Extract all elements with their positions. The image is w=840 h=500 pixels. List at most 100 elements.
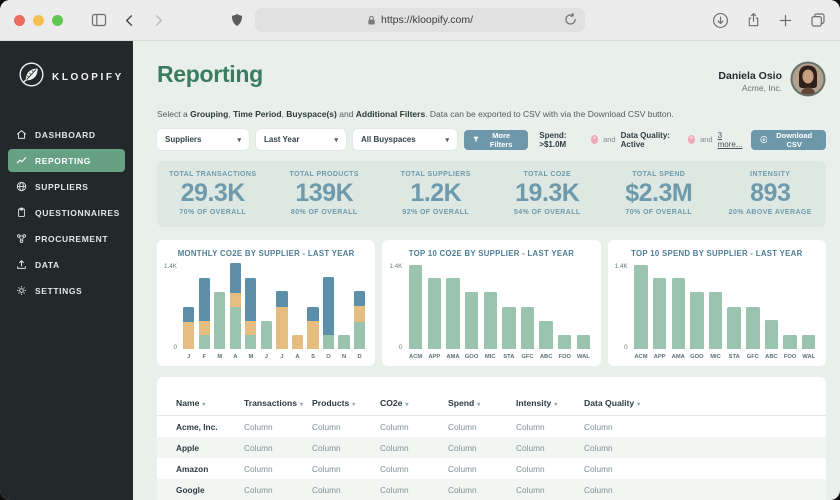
- chart-bar[interactable]: [243, 265, 259, 349]
- chart-bar[interactable]: [500, 265, 519, 349]
- sidebar-item-dashboard[interactable]: DASHBOARD: [8, 123, 125, 146]
- chart-bar[interactable]: [518, 265, 537, 349]
- chart-bar[interactable]: [781, 265, 800, 349]
- chart-bar[interactable]: [197, 265, 213, 349]
- bar-stack: [690, 265, 704, 349]
- downloads-icon[interactable]: [712, 12, 729, 29]
- chart-bar[interactable]: [444, 265, 463, 349]
- x-tick-label: ACM: [409, 354, 423, 360]
- sidebar: KLOOPIFY DASHBOARD REPORTING SUPPLIERS QUES…: [0, 41, 133, 500]
- more-filters-link[interactable]: 3 more...: [717, 130, 743, 149]
- chart-bar[interactable]: [762, 265, 781, 349]
- sidebar-item-suppliers[interactable]: SUPPLIERS: [8, 175, 125, 198]
- chart-bar[interactable]: [321, 265, 337, 349]
- window-close-button[interactable]: [14, 14, 25, 26]
- chart-bar[interactable]: [274, 265, 290, 349]
- chart-bar[interactable]: [706, 265, 725, 349]
- chart-bar[interactable]: [632, 265, 651, 349]
- chart-bar[interactable]: [181, 265, 197, 349]
- row-cell: Column: [312, 463, 341, 474]
- chart-bar[interactable]: [228, 263, 244, 349]
- sort-caret-icon[interactable]: ▾: [202, 401, 206, 408]
- chart-bar[interactable]: [290, 265, 306, 349]
- remove-filter-icon[interactable]: ×: [590, 135, 599, 144]
- table-row[interactable]: Apple Column Column Column Column Column Colum…: [157, 437, 826, 458]
- column-header-data-quality[interactable]: Data Quality ▾: [584, 398, 826, 408]
- bar-segment: [427, 278, 441, 349]
- buyspaces-dropdown[interactable]: All Buyspaces ▾: [353, 129, 457, 150]
- bar-stack: [502, 265, 516, 349]
- stat-label: TOTAL PRODUCTS: [289, 171, 359, 178]
- table-row[interactable]: Google Column Column Column Column Column Colu…: [157, 479, 826, 500]
- download-csv-button[interactable]: Download CSV: [750, 129, 826, 150]
- back-icon[interactable]: [123, 14, 136, 27]
- privacy-shield-icon[interactable]: [230, 12, 244, 28]
- bar-stack: [214, 265, 226, 349]
- chart-bar[interactable]: [425, 265, 444, 349]
- sort-caret-icon[interactable]: ▾: [554, 401, 558, 408]
- chart-bar[interactable]: [212, 265, 228, 349]
- address-bar[interactable]: https://kloopify.com/: [255, 8, 585, 32]
- sidebar-item-data[interactable]: DATA: [8, 253, 125, 276]
- column-header-transactions[interactable]: Transactions ▾: [244, 398, 312, 408]
- chart-bar[interactable]: [574, 265, 593, 349]
- user-company: Acme, Inc.: [741, 83, 782, 93]
- more-filters-button[interactable]: More Filters: [464, 129, 529, 150]
- chart-bar[interactable]: [744, 265, 763, 349]
- chart-plot: [632, 265, 818, 349]
- grouping-dropdown[interactable]: Suppliers ▾: [157, 129, 249, 150]
- stat-label: TOTAL CO2E: [523, 171, 572, 178]
- column-header-name[interactable]: Name ▾: [176, 398, 244, 408]
- chart-bar[interactable]: [688, 265, 707, 349]
- forward-icon[interactable]: [152, 14, 165, 27]
- chart-bar[interactable]: [537, 265, 556, 349]
- sort-caret-icon[interactable]: ▾: [637, 401, 641, 408]
- chart-bar[interactable]: [462, 265, 481, 349]
- table-row[interactable]: Acme, Inc. Column Column Column Column Column…: [157, 416, 826, 437]
- table-row[interactable]: Amazon Column Column Column Column Column Colu…: [157, 458, 826, 479]
- avatar[interactable]: [790, 61, 826, 102]
- chart-bar[interactable]: [259, 265, 275, 349]
- bar-stack: [260, 265, 272, 349]
- column-header-intensity[interactable]: Intensity ▾: [516, 398, 584, 408]
- sidebar-item-settings[interactable]: SETTINGS: [8, 279, 125, 302]
- chart-bar[interactable]: [650, 265, 669, 349]
- remove-filter-icon[interactable]: ×: [687, 135, 696, 144]
- sort-caret-icon[interactable]: ▾: [477, 401, 481, 408]
- chart-bar[interactable]: [669, 265, 688, 349]
- chart-bar[interactable]: [406, 265, 425, 349]
- bar-stack: [322, 265, 335, 349]
- chart-bar[interactable]: [336, 265, 352, 349]
- and-label: and: [603, 135, 616, 144]
- chart-bar[interactable]: [481, 265, 500, 349]
- chart-bar[interactable]: [305, 265, 321, 349]
- reload-icon[interactable]: [563, 12, 578, 27]
- bar-segment: [229, 293, 241, 307]
- new-tab-icon[interactable]: [778, 13, 793, 28]
- stats-band: TOTAL TRANSACTIONS 29.3K 70% OF OVERALL TOT…: [157, 161, 826, 227]
- and-label: and: [700, 135, 713, 144]
- sidebar-toggle-icon[interactable]: [91, 12, 107, 28]
- share-icon[interactable]: [746, 12, 761, 28]
- time-period-dropdown[interactable]: Last Year ▾: [256, 129, 346, 150]
- column-header-co2e[interactable]: CO2e ▾: [380, 398, 448, 408]
- funnel-icon: [473, 136, 479, 142]
- chart-bar[interactable]: [555, 265, 574, 349]
- user-block[interactable]: Daniela Osio Acme, Inc.: [718, 61, 826, 102]
- sort-caret-icon[interactable]: ▾: [405, 401, 409, 408]
- table-header-row: Name ▾ Transactions ▾ Products ▾ CO2e ▾ Spend ▾ In…: [157, 390, 826, 416]
- bar-stack: [307, 265, 319, 349]
- window-minimize-button[interactable]: [33, 14, 44, 26]
- sort-caret-icon[interactable]: ▾: [352, 401, 356, 408]
- chart-bar[interactable]: [352, 265, 368, 349]
- sidebar-item-procurement[interactable]: PROCUREMENT: [8, 227, 125, 250]
- sort-caret-icon[interactable]: ▾: [300, 401, 304, 408]
- window-zoom-button[interactable]: [52, 14, 63, 26]
- sidebar-item-reporting[interactable]: REPORTING: [8, 149, 125, 172]
- column-header-products[interactable]: Products ▾: [312, 398, 380, 408]
- chart-bar[interactable]: [799, 265, 818, 349]
- tab-overview-icon[interactable]: [810, 12, 826, 28]
- sidebar-item-questionnaires[interactable]: QUESTIONNAIRES: [8, 201, 125, 224]
- chart-bar[interactable]: [725, 265, 744, 349]
- column-header-spend[interactable]: Spend ▾: [448, 398, 516, 408]
